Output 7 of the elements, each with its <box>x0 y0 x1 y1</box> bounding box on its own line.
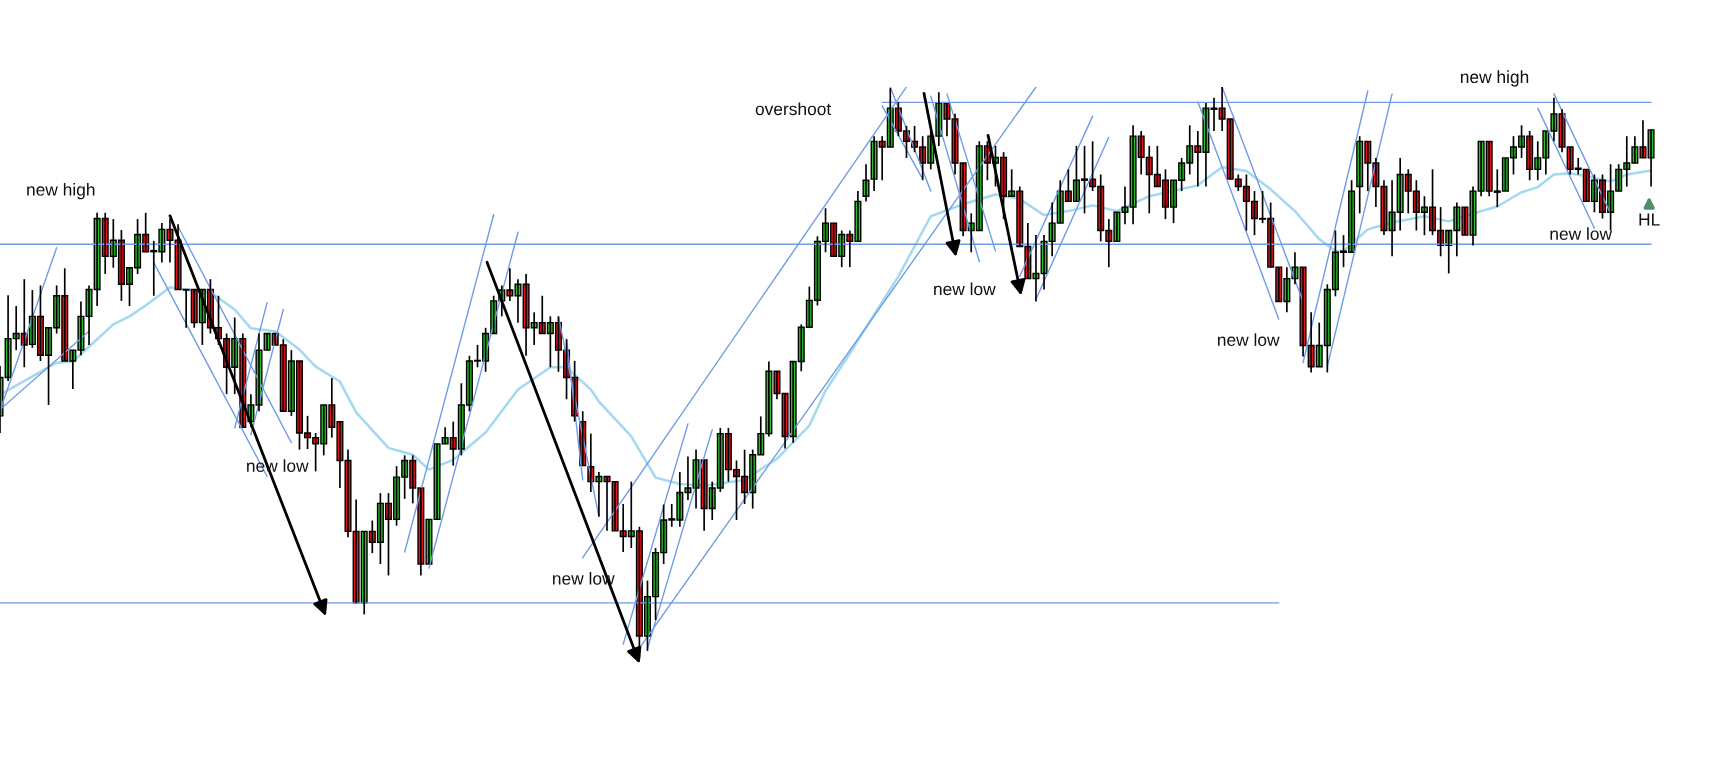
annotation: overshoot <box>755 102 832 116</box>
annotation: new high <box>27 183 95 200</box>
text: new high <box>1460 70 1529 87</box>
annotation: new low <box>934 282 996 296</box>
annotation: new low <box>1550 227 1613 240</box>
annotation: new low <box>1217 333 1280 347</box>
annotation: HL <box>1639 213 1660 226</box>
